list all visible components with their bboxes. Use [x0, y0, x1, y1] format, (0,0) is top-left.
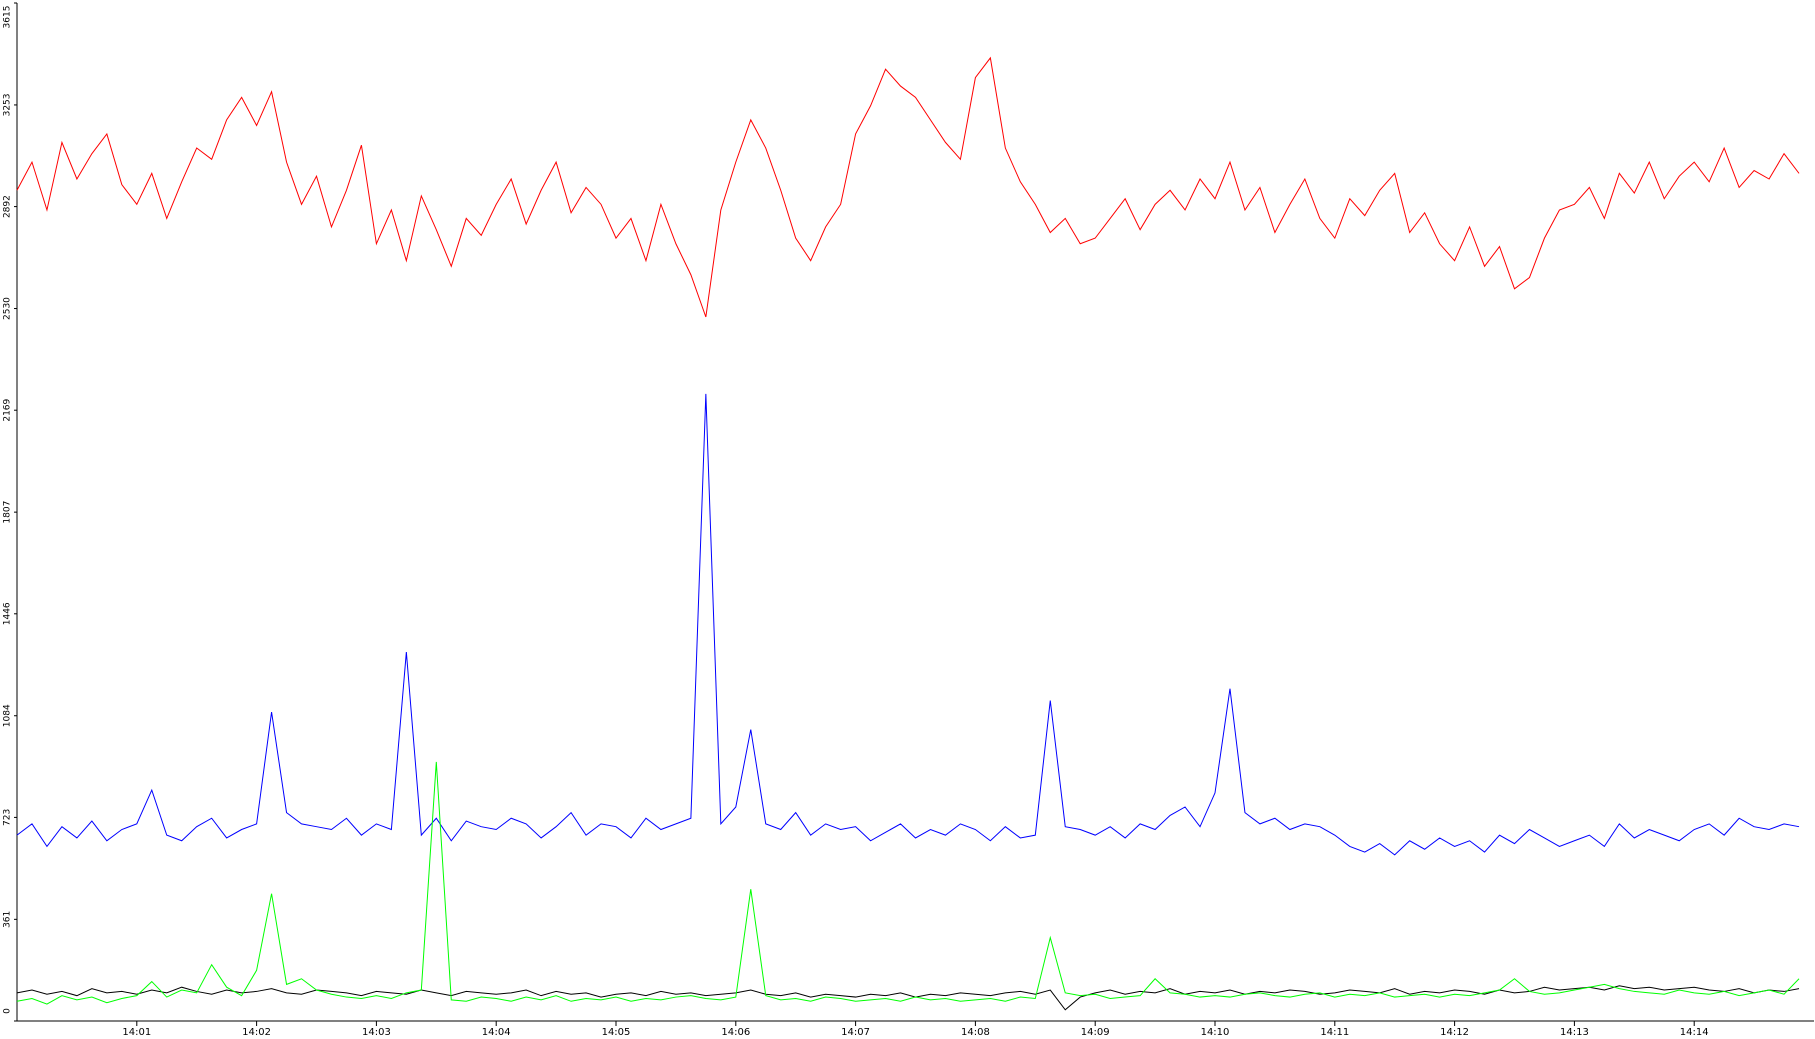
x-tick-label: 14:09	[1081, 1027, 1110, 1038]
y-tick-label: 1807	[3, 501, 13, 524]
series-line	[16, 985, 1800, 1011]
x-tick-label: 14:06	[721, 1027, 750, 1038]
x-tick-label: 14:01	[122, 1027, 151, 1038]
y-tick-label: 0	[3, 1008, 13, 1014]
x-tick-label: 14:12	[1440, 1027, 1469, 1038]
y-tick-label: 1084	[3, 704, 13, 727]
x-tick-label: 14:05	[602, 1027, 631, 1038]
x-tick-label: 14:02	[242, 1027, 271, 1038]
x-tick-label: 14:14	[1680, 1027, 1709, 1038]
y-tick-label: 2530	[3, 297, 13, 320]
y-tick-label: 1446	[3, 602, 13, 625]
x-tick-label: 14:11	[1320, 1027, 1349, 1038]
series-line	[16, 393, 1800, 856]
x-tick-label: 14:08	[961, 1027, 990, 1038]
y-tick-label: 723	[3, 809, 13, 826]
y-tick-label: 3615	[3, 6, 13, 29]
y-tick-label: 2892	[3, 195, 13, 218]
x-tick-label: 14:04	[482, 1027, 511, 1038]
x-tick-label: 14:03	[362, 1027, 391, 1038]
series-line	[16, 56, 1800, 318]
y-tick-label: 3253	[3, 93, 13, 116]
x-tick-label: 14:10	[1201, 1027, 1230, 1038]
x-tick-label: 14:13	[1560, 1027, 1589, 1038]
series-line	[16, 761, 1800, 1005]
y-tick-label: 361	[3, 911, 13, 928]
x-tick-label: 14:07	[841, 1027, 870, 1038]
y-tick-label: 2169	[3, 398, 13, 421]
